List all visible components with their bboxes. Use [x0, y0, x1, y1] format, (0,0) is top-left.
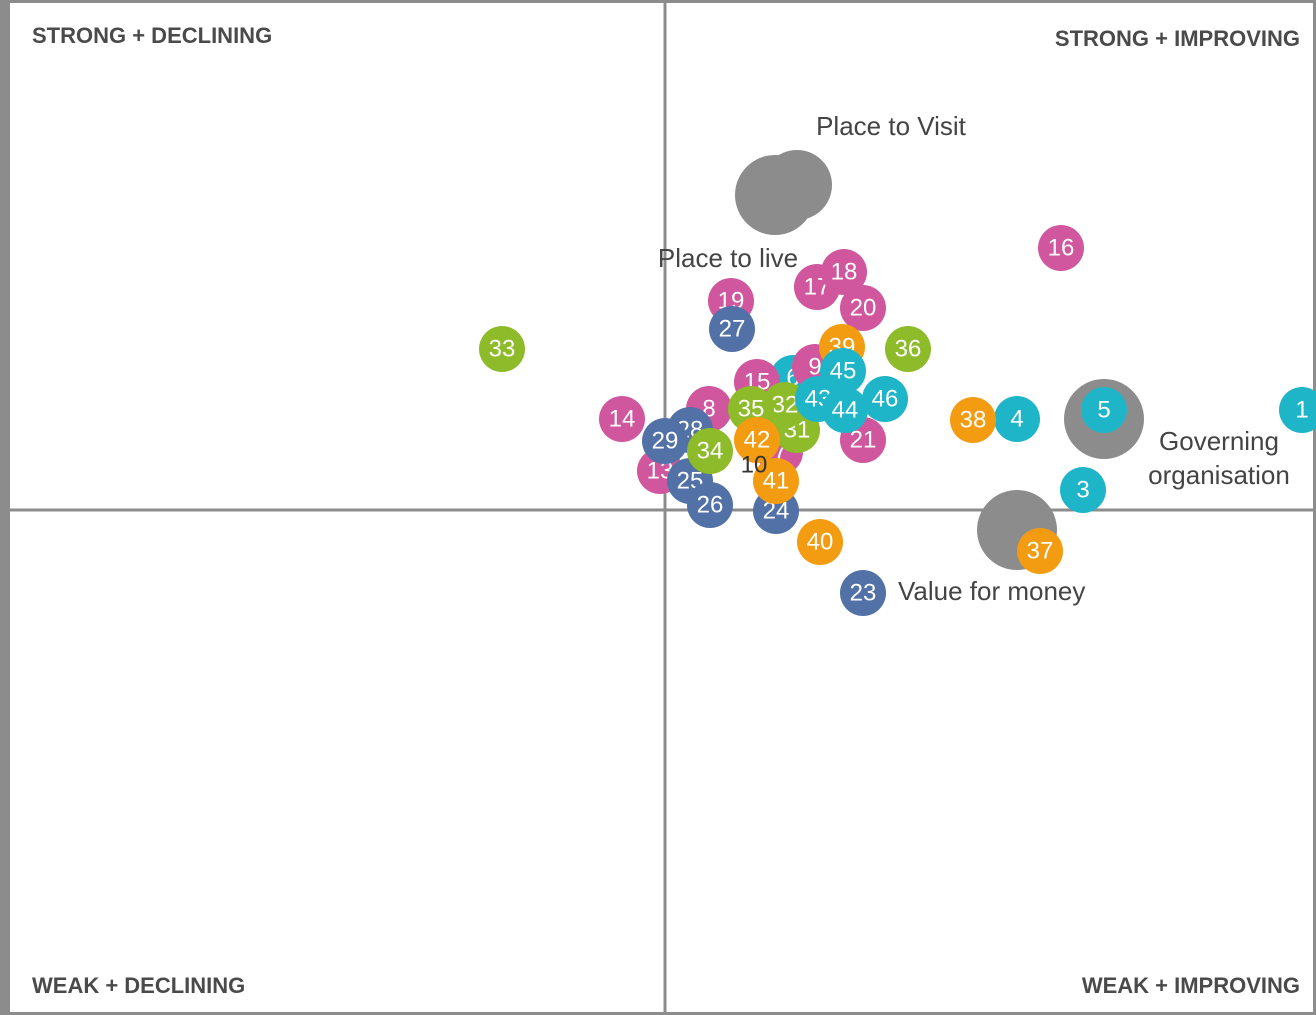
bubble-label: 42	[744, 426, 771, 453]
bubble	[822, 387, 868, 433]
bubble	[709, 306, 755, 352]
bubble	[734, 417, 780, 463]
bubble	[1038, 225, 1084, 271]
bubble-label: 34	[697, 437, 724, 464]
bubble-label: 33	[489, 335, 516, 362]
bubble-label: 18	[831, 258, 858, 285]
bubble-label: 41	[763, 467, 790, 494]
group-label: Place to Visit	[816, 111, 967, 141]
bubble	[950, 397, 996, 443]
group-label: organisation	[1148, 460, 1290, 490]
bubble-label: 1	[1295, 396, 1308, 423]
bubble	[840, 570, 886, 616]
bubble-label: 40	[807, 528, 834, 555]
bubble-label: 44	[832, 396, 859, 423]
bubble	[821, 249, 867, 295]
bubble-label: 37	[1027, 537, 1054, 564]
left-edge	[0, 0, 10, 1015]
bubble	[1279, 387, 1316, 433]
bubble-label: 20	[850, 294, 877, 321]
bubble	[1081, 387, 1127, 433]
bubble	[994, 396, 1040, 442]
bubble	[687, 428, 733, 474]
bubble-label: 23	[850, 579, 877, 606]
bubble-label: 26	[697, 491, 724, 518]
bubble-label: 3	[1076, 476, 1089, 503]
bubble-label: 14	[609, 405, 636, 432]
bubble-label: 5	[1097, 396, 1110, 423]
bubble-label: 46	[872, 385, 899, 412]
bubble	[840, 285, 886, 331]
group-label: Value for money	[898, 576, 1085, 606]
bubble-label: 32	[772, 391, 799, 418]
bubble	[885, 326, 931, 372]
bubble	[1060, 467, 1106, 513]
bubble	[1017, 528, 1063, 574]
quadrant-label: WEAK + IMPROVING	[1082, 973, 1300, 998]
bubble	[479, 326, 525, 372]
bubble	[797, 519, 843, 565]
group-bubble	[735, 155, 815, 235]
bubble-label: 38	[960, 406, 987, 433]
bubble-label: 4	[1010, 405, 1023, 432]
bubble-label: 27	[719, 315, 746, 342]
bubble-label: 29	[652, 427, 679, 454]
bubble	[862, 376, 908, 422]
bubble	[599, 396, 645, 442]
bubble	[753, 458, 799, 504]
bubble-label: 9	[808, 353, 821, 380]
bubble-label: 36	[895, 335, 922, 362]
group-label: Governing	[1159, 426, 1279, 456]
bubble-label: 16	[1048, 234, 1075, 261]
bubble-label: 45	[830, 357, 857, 384]
bubble	[687, 482, 733, 528]
quadrant-label: STRONG + DECLINING	[32, 23, 272, 48]
quadrant-label: WEAK + DECLINING	[32, 973, 245, 998]
group-label: Place to live	[658, 243, 798, 273]
quadrant-label: STRONG + IMPROVING	[1055, 26, 1300, 51]
bubble	[642, 418, 688, 464]
bubble	[820, 348, 866, 394]
point-label: 10	[741, 451, 768, 478]
